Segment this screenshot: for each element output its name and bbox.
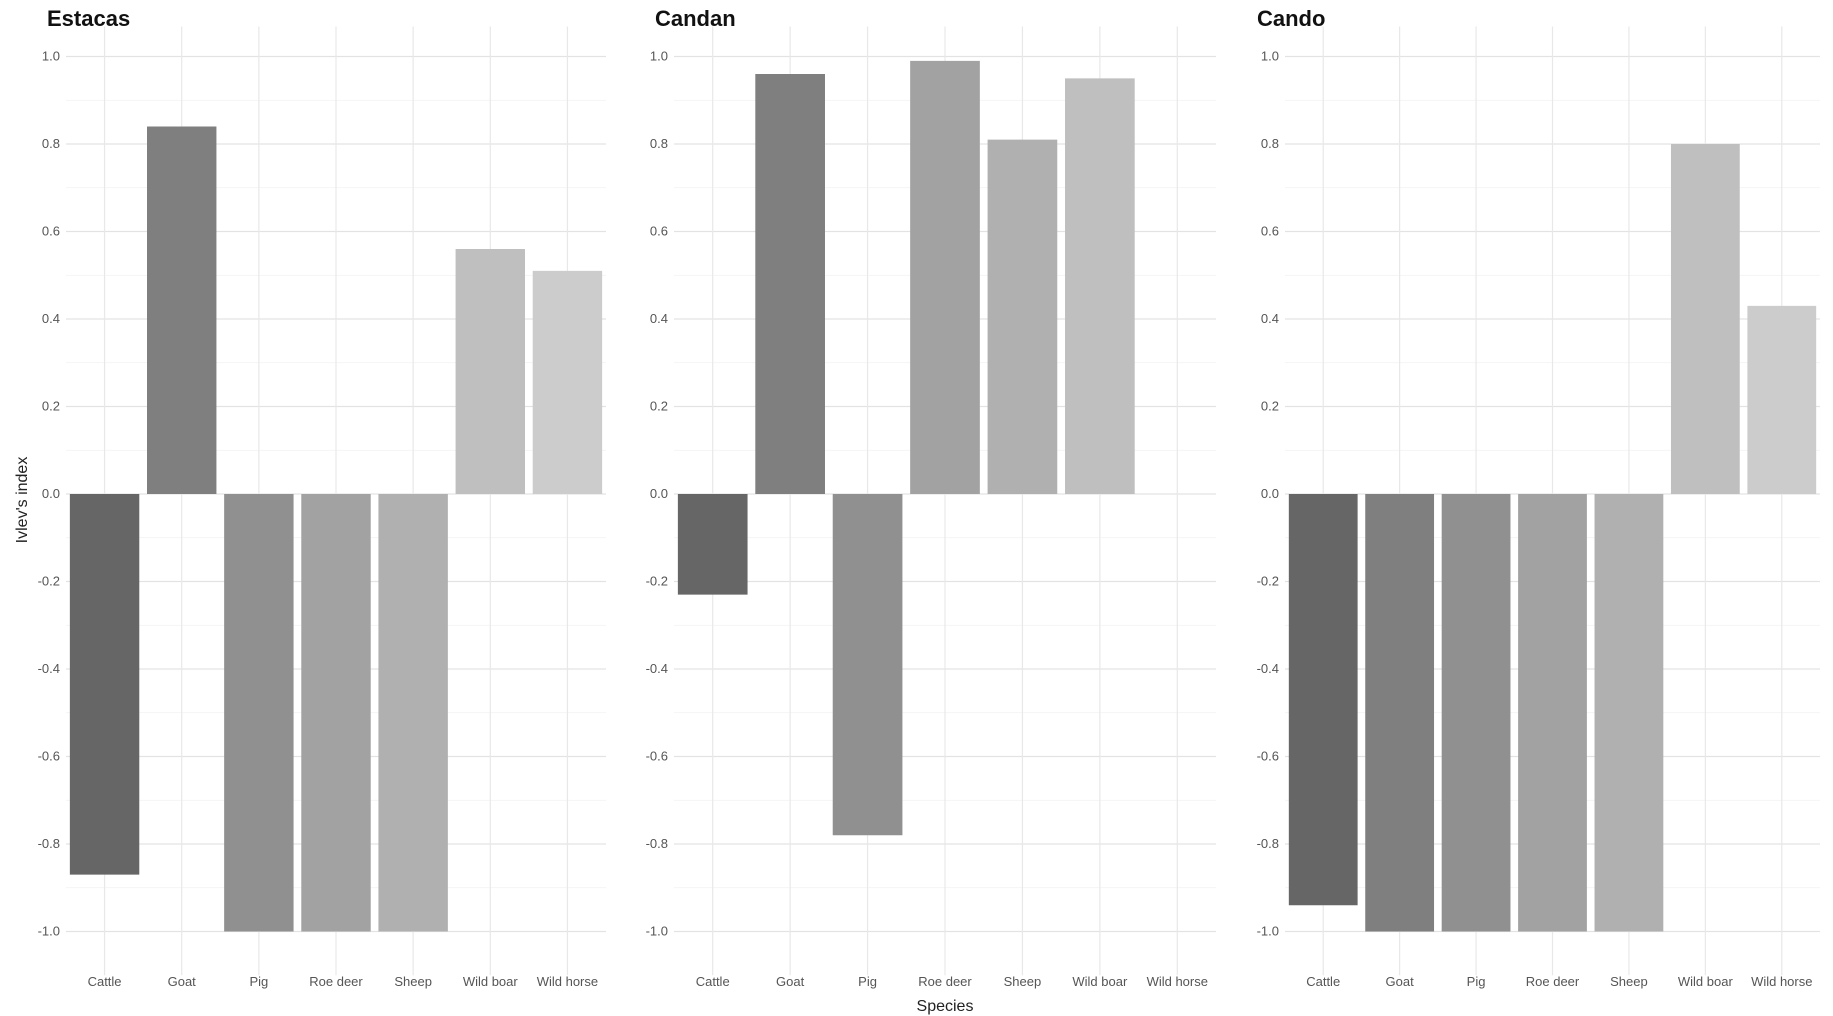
bar-goat [1365,494,1435,932]
bar-sheep [1594,494,1664,932]
bar-cattle [677,494,748,595]
y-tick-label: -0.4 [646,661,668,676]
bar-wild-boar [1670,144,1740,494]
x-tick-label: Cattle [1306,974,1340,989]
x-axis-label: Species [917,998,974,1015]
bar-pig [1441,494,1511,932]
y-tick-label: -0.8 [38,836,60,851]
x-tick-label: Wild horse [1751,974,1812,989]
y-tick-label: 0.4 [42,311,60,326]
bar-roe-deer [910,60,980,494]
y-tick-label: 0.0 [1261,486,1279,501]
x-tick-label: Sheep [1610,974,1648,989]
bar-goat [147,126,217,494]
y-tick-label: -0.6 [38,749,60,764]
bar-roe-deer [1518,494,1587,932]
y-tick-label: -0.6 [1257,749,1279,764]
bar-cattle [1288,494,1358,906]
bar-roe-deer [301,494,371,932]
x-tick-label: Cattle [696,974,730,989]
y-tick-label: -0.2 [38,574,60,589]
y-tick-label: 1.0 [42,49,60,64]
y-tick-label: 0.6 [42,224,60,239]
bar-wild-boar [455,249,525,494]
x-tick-label: Goat [776,974,805,989]
y-tick-label: 0.8 [650,136,668,151]
y-tick-label: 0.2 [1261,399,1279,414]
panel-candan: 1.0 0.8 0.6 0.4 0.2 0.0 -0.2 -0.4 -0.6 -0.8 -1.0 Ca… [646,6,1216,989]
panel-estacas: 1.0 0.8 0.6 0.4 0.2 0.0 -0.2 -0.4 -0.6 -0.8 -1.0 Ca… [38,6,606,989]
y-tick-label: -0.8 [646,836,668,851]
y-tick-label: 0.4 [650,311,668,326]
y-tick-label: 0.6 [1261,224,1279,239]
x-tick-label: Pig [249,974,268,989]
chart-panels: 1.0 0.8 0.6 0.4 0.2 0.0 -0.2 -0.4 -0.6 -0.8 -1.0 Ca… [38,6,1820,989]
y-tick-label: 0.4 [1261,311,1279,326]
x-tick-label: Goat [168,974,197,989]
y-tick-label: -0.4 [1257,661,1279,676]
panel-title: Cando [1257,6,1325,31]
y-tick-label: 0.0 [650,486,668,501]
x-tick-label: Goat [1386,974,1415,989]
bar-wild-boar [1065,78,1135,494]
y-tick-label: 1.0 [1261,49,1279,64]
bar-sheep [987,139,1058,494]
y-tick-label: 0.0 [42,486,60,501]
y-tick-label: -0.4 [38,661,60,676]
y-tick-label: -0.2 [646,574,668,589]
y-tick-label: 0.8 [42,136,60,151]
y-tick-label: -1.0 [38,924,60,939]
y-tick-label: -0.2 [1257,574,1279,589]
y-tick-label: -0.8 [1257,836,1279,851]
x-tick-label: Wild horse [1147,974,1208,989]
x-tick-label: Sheep [394,974,432,989]
bar-pig [832,494,903,836]
x-tick-label: Pig [858,974,877,989]
bar-pig [224,494,294,932]
x-tick-label: Wild boar [1678,974,1734,989]
x-tick-label: Roe deer [918,974,972,989]
x-tick-label: Wild boar [1072,974,1128,989]
x-tick-label: Roe deer [1526,974,1580,989]
x-tick-label: Wild boar [463,974,519,989]
bar-sheep [378,494,448,932]
x-tick-label: Cattle [88,974,122,989]
y-tick-label: 0.2 [650,399,668,414]
bar-wild-horse [1747,305,1817,494]
x-tick-label: Sheep [1004,974,1042,989]
y-tick-label: 1.0 [650,49,668,64]
x-tick-label: Pig [1467,974,1486,989]
panel-title: Estacas [47,6,130,31]
bar-cattle [69,494,140,875]
y-tick-label: -1.0 [1257,924,1279,939]
x-tick-label: Wild horse [537,974,598,989]
bar-wild-horse [532,270,603,494]
panel-cando: 1.0 0.8 0.6 0.4 0.2 0.0 -0.2 -0.4 -0.6 -0.8 -1.0 Ca… [1257,6,1820,989]
y-tick-label: -1.0 [646,924,668,939]
y-tick-label: 0.8 [1261,136,1279,151]
y-axis-label: Ivlev's index [14,457,31,544]
y-tick-label: -0.6 [646,749,668,764]
y-tick-label: 0.6 [650,224,668,239]
panel-title: Candan [655,6,736,31]
bar-goat [755,74,825,494]
y-tick-label: 0.2 [42,399,60,414]
x-tick-label: Roe deer [309,974,363,989]
